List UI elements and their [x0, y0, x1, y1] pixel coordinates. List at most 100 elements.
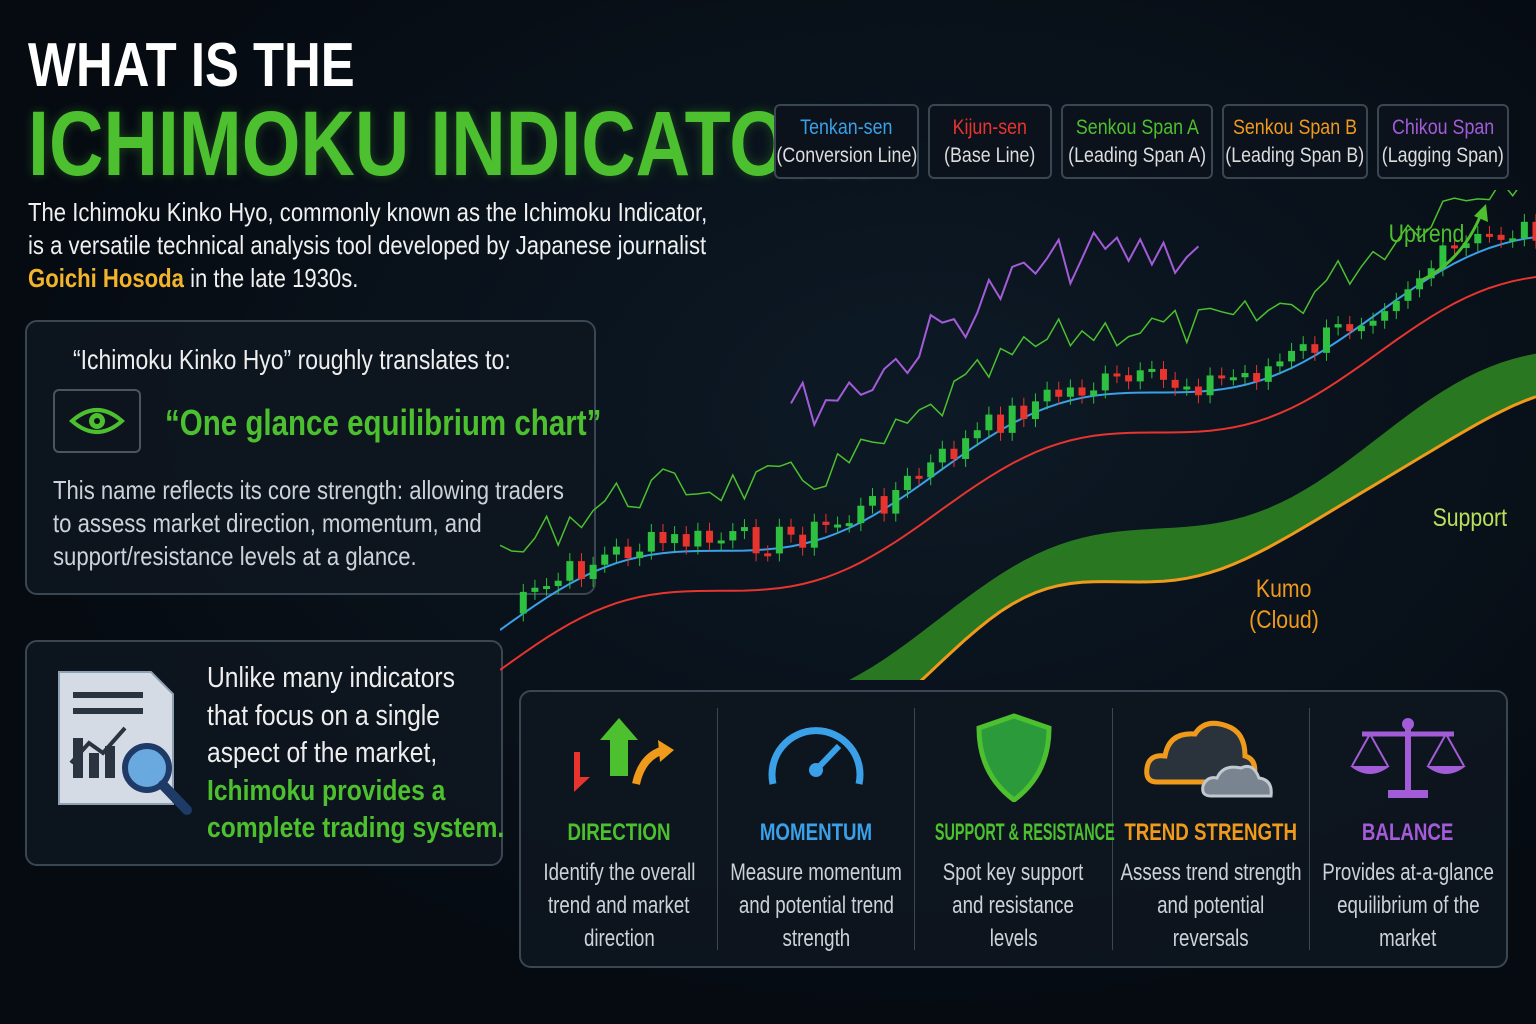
system-card: Unlike many indicators that focus on a si…: [25, 640, 504, 866]
candlestick: [1183, 386, 1191, 390]
candlestick: [880, 496, 888, 514]
candlestick: [729, 531, 737, 541]
candlestick: [752, 527, 760, 554]
title-line2: ICHIMOKU INDICATOR?: [28, 93, 889, 195]
candlestick: [519, 591, 527, 614]
candlestick: [589, 564, 597, 579]
uptrend-label: Uptrend: [1388, 220, 1465, 248]
candlestick: [1066, 387, 1074, 397]
candlestick: [1404, 289, 1412, 301]
candlestick: [1031, 401, 1039, 420]
candlestick: [962, 438, 970, 460]
title-line1: WHAT IS THE: [28, 31, 355, 100]
candlestick: [1311, 344, 1319, 353]
candlestick: [1125, 375, 1133, 382]
candlestick: [682, 534, 690, 547]
translation-quote: “One glance equilibrium chart”: [165, 402, 602, 443]
candlestick: [938, 448, 946, 463]
candlestick: [915, 475, 923, 479]
candlestick: [1276, 361, 1284, 367]
legend-senkou-b: Senkou Span B (Leading Span B): [1222, 104, 1368, 179]
candlestick: [950, 448, 958, 460]
candlestick: [799, 534, 807, 548]
candlestick: [1229, 377, 1237, 381]
candlestick: [1264, 366, 1272, 382]
candlestick: [566, 561, 574, 581]
candlestick: [740, 527, 748, 532]
candlestick: [1160, 368, 1168, 380]
legend-kijun: Kijun-sen (Base Line): [928, 104, 1052, 179]
candlestick: [1078, 387, 1086, 396]
legend-senkou-a: Senkou Span A (Leading Span A): [1061, 104, 1213, 179]
candlestick: [647, 532, 655, 552]
candlestick: [1497, 234, 1505, 240]
feature-support-resistance: SUPPORT & RESISTANCE Spot key support and…: [915, 708, 1115, 952]
shield-icon: [975, 713, 1052, 802]
candlestick: [822, 521, 830, 525]
chart-legend: Tenkan-sen (Conversion Line) Kijun-sen (Ba…: [774, 104, 1509, 179]
candlestick: [973, 430, 981, 439]
candlestick: [834, 524, 842, 528]
feature-balance: BALANCE Provides at-a-glance equilibrium …: [1310, 708, 1506, 952]
candlestick: [612, 546, 620, 555]
candlestick: [1509, 238, 1517, 242]
candlestick: [787, 526, 795, 535]
candlestick: [997, 414, 1005, 433]
candlestick: [985, 414, 993, 431]
candlestick: [1381, 311, 1389, 321]
legend-tenkan: Tenkan-sen (Conversion Line): [774, 104, 919, 179]
translation-desc: This name reflects its core strength: al…: [53, 475, 564, 571]
candlestick: [1020, 405, 1028, 420]
candlestick: [1334, 324, 1342, 328]
candlestick: [1462, 243, 1470, 249]
candlestick: [857, 505, 865, 524]
candlestick: [868, 496, 876, 506]
candlestick: [636, 551, 644, 559]
candlestick: [764, 553, 772, 557]
candlestick: [927, 462, 935, 478]
candlestick: [1008, 405, 1016, 433]
feature-momentum: MOMENTUM Measure momentum and potential t…: [718, 708, 916, 952]
features-panel: DIRECTION Identify the overall trend and …: [519, 690, 1508, 968]
senkou-span-a-line: [500, 190, 1518, 553]
translation-card: “Ichimoku Kinko Hyo” roughly translates …: [25, 320, 601, 595]
candlestick: [1171, 379, 1179, 388]
balance-scale-icon: [1349, 718, 1466, 798]
feature-trend-strength: TREND STRENGTH Assess trend strength and …: [1113, 708, 1310, 952]
candlestick: [1439, 245, 1447, 269]
candlestick: [1346, 324, 1354, 332]
candlestick: [892, 490, 900, 514]
candlestick: [531, 587, 539, 592]
feature-direction: DIRECTION Identify the overall trend and …: [521, 708, 719, 952]
candlestick: [554, 580, 562, 587]
candlestick: [1474, 233, 1482, 244]
candlestick: [1090, 390, 1098, 396]
candlestick: [717, 540, 725, 544]
candlestick: [1299, 344, 1307, 351]
candlestick: [1451, 245, 1459, 249]
tenkan-sen-line: [500, 236, 1536, 631]
candlestick: [1392, 300, 1400, 312]
intro-text: The Ichimoku Kinko Hyo, commonly known a…: [28, 197, 708, 293]
candlestick: [1532, 221, 1536, 241]
author-name: Goichi Hosoda: [28, 263, 184, 293]
candlestick: [903, 475, 911, 491]
candlestick: [1055, 389, 1063, 397]
direction-arrows-icon: [574, 718, 675, 792]
candlestick: [810, 521, 818, 548]
legend-chikou: Chikou Span (Lagging Span): [1377, 104, 1509, 179]
candlestick: [845, 523, 853, 527]
kumo-label: Kumo (Cloud): [1249, 575, 1319, 634]
support-label: Support: [1432, 504, 1507, 532]
candlestick: [1194, 386, 1202, 396]
candlestick: [694, 530, 702, 547]
eye-icon: [53, 389, 141, 453]
candlestick: [671, 534, 679, 544]
candlestick: [1113, 373, 1121, 377]
candlestick: [601, 554, 609, 565]
candlestick: [1206, 375, 1214, 396]
uptrend-arrow-icon: [1421, 204, 1488, 282]
ichimoku-chart-illustration: [500, 190, 1536, 680]
senkou-span-b-line: [919, 395, 1536, 680]
candlestick: [577, 561, 585, 579]
